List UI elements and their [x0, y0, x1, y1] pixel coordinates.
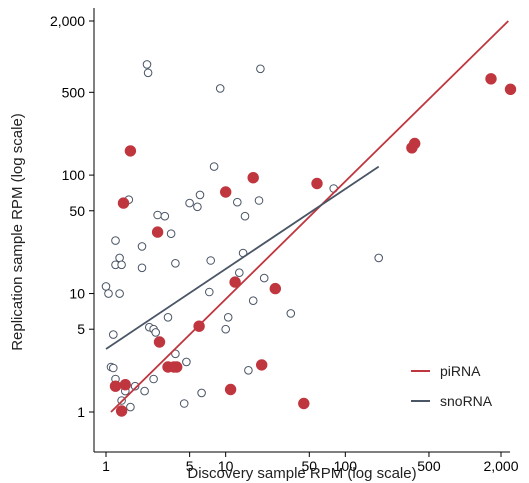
- snoRNA-point: [137, 263, 147, 273]
- snoRNA-point: [101, 282, 111, 291]
- snoRNA-point: [171, 259, 180, 268]
- snoRNA-point: [244, 366, 253, 375]
- x-tick-label: 50: [302, 458, 318, 474]
- snoRNA-point: [195, 190, 205, 200]
- legend-label-snoRNA: snoRNA: [440, 393, 493, 409]
- y-tick-label: 1: [77, 404, 85, 420]
- y-axis-label: Replication sample RPM (log scale): [9, 113, 26, 351]
- snoRNA-point: [209, 162, 219, 171]
- piRNA-point: [256, 359, 268, 371]
- axes: 1 5 10 50 100 500 2,000 1 5 10 50 100 500 2,000: [50, 8, 519, 474]
- legend-label-piRNA: piRNA: [440, 363, 481, 379]
- piRNA-point: [504, 83, 517, 96]
- y-tick-label: 100: [62, 167, 86, 183]
- snoRNA-point: [104, 289, 113, 298]
- x-axis-label: Discovery sample RPM (log scale): [187, 465, 416, 482]
- piRNA-point: [311, 177, 323, 190]
- x-tick-label: 1: [102, 458, 110, 474]
- snoRNA-point: [248, 296, 258, 306]
- snoRNA-point: [254, 196, 264, 205]
- piRNA-point: [151, 226, 164, 238]
- snoRNA-point: [117, 260, 126, 270]
- snoRNA-point: [221, 324, 230, 334]
- snoRNA-point: [109, 363, 118, 373]
- x-tick-label: 10: [218, 458, 234, 474]
- piRNA-point: [115, 405, 128, 417]
- x-tick-label: 500: [417, 458, 441, 474]
- snoRNA-point: [179, 399, 189, 408]
- piRNA-point: [409, 137, 421, 150]
- snoRNA-point: [240, 211, 250, 221]
- data-points: [101, 60, 517, 417]
- snoRNA-point: [235, 268, 244, 278]
- snoRNA-point: [151, 328, 160, 337]
- snoRNA-point: [171, 349, 180, 359]
- snoRNA-point: [149, 374, 158, 384]
- snoRNA-point: [206, 256, 215, 265]
- piRNA-point: [153, 336, 166, 348]
- piRNA-point: [247, 172, 259, 184]
- snoRNA-point: [259, 273, 269, 283]
- snoRNA-point: [115, 289, 124, 298]
- snoRNA-point: [163, 313, 173, 322]
- x-axis-ticks: 1 5 10 50 100 500 2,000: [102, 452, 519, 474]
- snoRNA-point: [185, 198, 194, 208]
- piRNA-point: [109, 380, 122, 392]
- piRNA-point: [171, 361, 183, 373]
- snoRNA-point: [256, 64, 265, 74]
- snoRNA-point: [233, 197, 242, 207]
- y-tick-label: 500: [62, 84, 86, 100]
- snoRNA-point: [137, 242, 147, 251]
- piRNA-point: [229, 276, 241, 288]
- piRNA-point: [269, 282, 281, 295]
- snoRNA-point: [286, 309, 296, 318]
- snoRNA-point: [143, 68, 153, 78]
- y-tick-label: 10: [69, 286, 85, 302]
- snoRNA-point: [126, 402, 135, 412]
- x-tick-label: 5: [186, 458, 194, 474]
- x-tick-label: 2,000: [483, 458, 518, 474]
- snoRNA-fit-line: [105, 165, 380, 350]
- snoRNA-point: [193, 202, 202, 212]
- piRNA-point: [124, 145, 137, 157]
- snoRNA-point: [142, 60, 152, 69]
- snoRNA-point: [153, 210, 162, 220]
- piRNA-fit-line: [110, 20, 509, 413]
- legend: piRNA snoRNA: [411, 363, 493, 409]
- piRNA-point: [220, 186, 232, 198]
- snoRNA-point: [374, 253, 384, 263]
- piRNA-point: [224, 383, 237, 396]
- piRNA-point: [485, 73, 497, 85]
- piRNA-point: [119, 379, 132, 391]
- piRNA-point: [117, 197, 130, 209]
- y-tick-label: 50: [69, 203, 85, 219]
- snoRNA-point: [140, 386, 149, 396]
- fit-lines: [105, 20, 509, 413]
- y-axis-ticks: 1 5 10 50 100 500 2,000: [50, 13, 94, 420]
- snoRNA-point: [215, 84, 225, 93]
- snoRNA-point: [205, 287, 214, 297]
- snoRNA-point: [130, 381, 140, 391]
- snoRNA-point: [109, 330, 118, 339]
- y-tick-label: 2,000: [50, 13, 85, 29]
- piRNA-point: [298, 397, 310, 410]
- snoRNA-point: [160, 211, 170, 221]
- snoRNA-point: [223, 313, 233, 322]
- snoRNA-point: [182, 357, 191, 367]
- x-tick-label: 100: [334, 458, 358, 474]
- snoRNA-point: [111, 236, 120, 245]
- snoRNA-point: [166, 229, 176, 238]
- snoRNA-point: [197, 388, 206, 398]
- y-tick-label: 5: [77, 321, 85, 337]
